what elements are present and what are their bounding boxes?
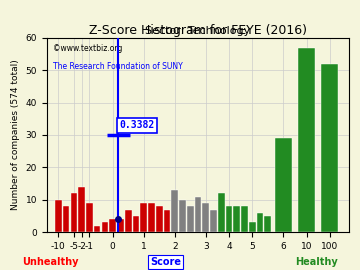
Text: ©www.textbiz.org: ©www.textbiz.org <box>53 44 122 53</box>
Bar <box>195 197 201 232</box>
Bar <box>234 206 240 232</box>
Bar <box>218 193 225 232</box>
Bar <box>133 216 139 232</box>
Bar <box>109 219 116 232</box>
Bar <box>210 210 217 232</box>
Bar <box>156 206 162 232</box>
Bar <box>171 190 178 232</box>
Bar <box>94 226 100 232</box>
Bar <box>63 206 69 232</box>
Bar <box>71 193 77 232</box>
Bar <box>298 48 315 232</box>
Bar <box>257 213 263 232</box>
Bar <box>164 210 170 232</box>
Bar <box>226 206 232 232</box>
Bar <box>125 210 131 232</box>
Bar <box>275 138 292 232</box>
Bar <box>102 222 108 232</box>
Bar <box>55 200 62 232</box>
Bar <box>179 200 186 232</box>
Text: 0.3382: 0.3382 <box>119 120 154 130</box>
Text: The Research Foundation of SUNY: The Research Foundation of SUNY <box>53 62 183 71</box>
Text: Unhealthy: Unhealthy <box>22 256 78 266</box>
Bar <box>187 206 194 232</box>
Y-axis label: Number of companies (574 total): Number of companies (574 total) <box>11 60 20 210</box>
Bar <box>265 216 271 232</box>
Bar <box>321 64 338 232</box>
Text: Sector: Technology: Sector: Technology <box>145 26 251 36</box>
Bar <box>241 206 248 232</box>
Bar <box>202 203 209 232</box>
Bar <box>148 203 155 232</box>
Bar <box>86 203 93 232</box>
Bar <box>140 203 147 232</box>
Title: Z-Score Histogram for FEYE (2016): Z-Score Histogram for FEYE (2016) <box>89 24 307 37</box>
Bar <box>78 187 85 232</box>
Bar <box>117 219 124 232</box>
Text: Healthy: Healthy <box>296 256 338 266</box>
Bar <box>249 222 256 232</box>
Text: Score: Score <box>150 256 181 266</box>
